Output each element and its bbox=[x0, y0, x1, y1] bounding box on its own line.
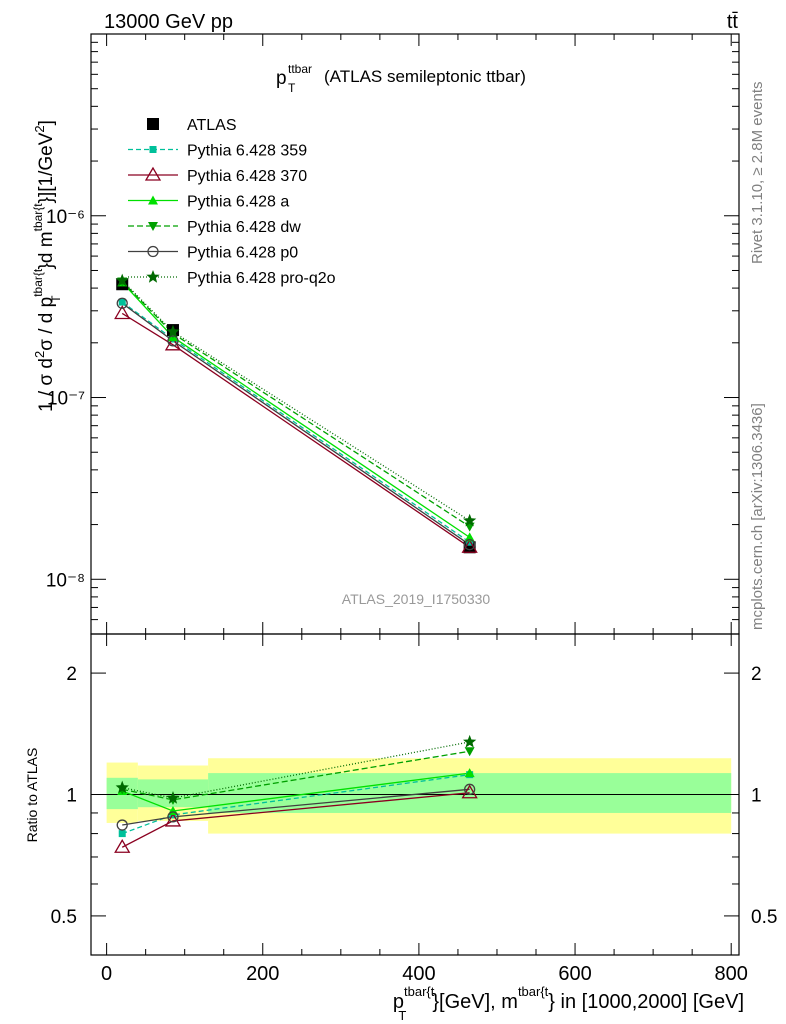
ratio-series-5-point-2 bbox=[463, 734, 477, 748]
main-series-1-point-0 bbox=[118, 298, 126, 306]
analysis-watermark: ATLAS_2019_I1750330 bbox=[342, 591, 491, 607]
ratio-y-tick-label-right: 2 bbox=[751, 664, 762, 685]
svg-text:1 / σ d2σ / d ptbar{tT}d mtbar: 1 / σ d2σ / d ptbar{tT}d mtbar{t}][1/GeV… bbox=[31, 120, 63, 412]
legend-marker-0 bbox=[147, 118, 159, 130]
ratio-series-line-0 bbox=[122, 774, 470, 835]
series-markers bbox=[114, 273, 478, 853]
ratio-series-1-point-2 bbox=[461, 784, 478, 799]
ratio-series-4-point-0 bbox=[116, 819, 128, 831]
title-p: p bbox=[276, 68, 287, 89]
legend-marker-5 bbox=[147, 245, 159, 258]
ratio-y-tick-label-right: 1 bbox=[751, 786, 762, 807]
legend-marker-4 bbox=[148, 222, 158, 231]
ratio-series-5-point-0 bbox=[115, 780, 129, 794]
main-series-5-point-1 bbox=[167, 335, 179, 347]
x-axis-title: ptbar{t T}[GeV], mtbar{t} in [1000,2000] … bbox=[393, 984, 744, 1023]
main-series-3-point-2 bbox=[464, 532, 475, 542]
main-series-6-point-2 bbox=[463, 513, 477, 527]
main-series-6-point-1 bbox=[166, 324, 180, 338]
ratio-series-line-1 bbox=[121, 792, 470, 848]
rivet-label: Rivet 3.1.10, ≥ 2.8M events bbox=[749, 82, 766, 265]
main-series-1-point-2 bbox=[466, 538, 474, 546]
legend-marker-2 bbox=[144, 166, 162, 181]
x-tick-label: 800 bbox=[715, 963, 748, 985]
legend-label-0: ATLAS bbox=[187, 117, 237, 134]
legend: ATLAS Pythia 6.428 359 Pythia 6.428 370 Pyt… bbox=[128, 117, 336, 287]
ratio-y-tick-label-right: 0.5 bbox=[751, 907, 777, 928]
title-sub: T bbox=[288, 81, 296, 95]
main-series-line-1 bbox=[121, 301, 471, 543]
mcplots-label: mcplots.cern.ch [arXiv:1306.3436] bbox=[749, 403, 766, 630]
main-series-5-point-2 bbox=[464, 539, 476, 551]
title-sup: ttbar bbox=[288, 62, 312, 76]
x-tick-label: 200 bbox=[246, 963, 279, 985]
header-right: tt̄ bbox=[727, 11, 739, 33]
y-tick-label: 10⁻⁷ bbox=[47, 389, 85, 410]
legend-marker-1 bbox=[149, 146, 157, 153]
y-tick-label: 10⁻⁶ bbox=[46, 207, 85, 228]
main-series-5-point-0 bbox=[116, 297, 128, 309]
legend-marker-6 bbox=[146, 270, 160, 283]
ratio-series-line-3 bbox=[122, 750, 470, 801]
legend-label-4: Pythia 6.428 dw bbox=[187, 219, 301, 236]
main-series-2-point-2 bbox=[461, 538, 478, 553]
legend-label-1: Pythia 6.428 359 bbox=[187, 143, 307, 160]
legend-marker-3 bbox=[148, 195, 158, 205]
y-tick-label: 10⁻⁸ bbox=[46, 570, 85, 591]
axes: 0 200 400 600 800 10⁻⁸ 10⁻⁷ 10⁻⁶ 0.5 0.5 1 1 2 2 bbox=[46, 33, 777, 985]
main-series-line-4 bbox=[121, 281, 471, 528]
main-series-2-point-0 bbox=[114, 305, 131, 320]
ratio-series-1-point-0 bbox=[114, 838, 131, 853]
ratio-series-3-point-2 bbox=[464, 747, 475, 757]
legend-label-6: Pythia 6.428 pro-q2o bbox=[187, 270, 336, 287]
main-series-line-6 bbox=[121, 280, 470, 522]
ratio-y-tick-label-left: 1 bbox=[66, 786, 77, 807]
uncertainty-bands bbox=[91, 758, 739, 834]
main-series-6-point-0 bbox=[115, 273, 129, 287]
title-text: (ATLAS semileptonic ttbar) bbox=[324, 67, 526, 86]
svg-text:ptbar{tT}[GeV], mtbar{t} in [1: ptbar{t T}[GeV], mtbar{t} in [1000,2000] … bbox=[393, 984, 744, 1023]
ratio-series-2-point-2 bbox=[464, 768, 475, 778]
legend-label-3: Pythia 6.428 a bbox=[187, 194, 289, 211]
ratio-series-4-point-1 bbox=[167, 811, 179, 823]
ratio-series-0-point-0 bbox=[118, 830, 126, 838]
main-title: p ttbar T (ATLAS semileptonic ttbar) bbox=[276, 62, 526, 95]
ratio-y-axis-title: Ratio to ATLAS bbox=[24, 748, 40, 843]
main-series-line-3 bbox=[121, 281, 471, 538]
x-tick-label: 400 bbox=[402, 963, 435, 985]
ratio-series-5-point-1 bbox=[166, 791, 180, 804]
ratio-y-tick-label-left: 0.5 bbox=[51, 907, 77, 928]
x-tick-label: 600 bbox=[558, 963, 591, 985]
main-series-line-2 bbox=[121, 312, 471, 548]
x-tick-label: 0 bbox=[101, 963, 112, 985]
ratio-y-tick-label-left: 2 bbox=[66, 664, 77, 685]
main-series-4-point-2 bbox=[464, 522, 475, 532]
main-y-axis-title: 1 / σ d2σ / d ptbar{tT}d mtbar{t}][1/GeV… bbox=[31, 120, 63, 412]
header-left: 13000 GeV pp bbox=[104, 11, 233, 33]
ratio-series-4-point-2 bbox=[464, 783, 476, 795]
legend-label-2: Pythia 6.428 370 bbox=[187, 168, 307, 185]
legend-label-5: Pythia 6.428 p0 bbox=[187, 245, 298, 262]
